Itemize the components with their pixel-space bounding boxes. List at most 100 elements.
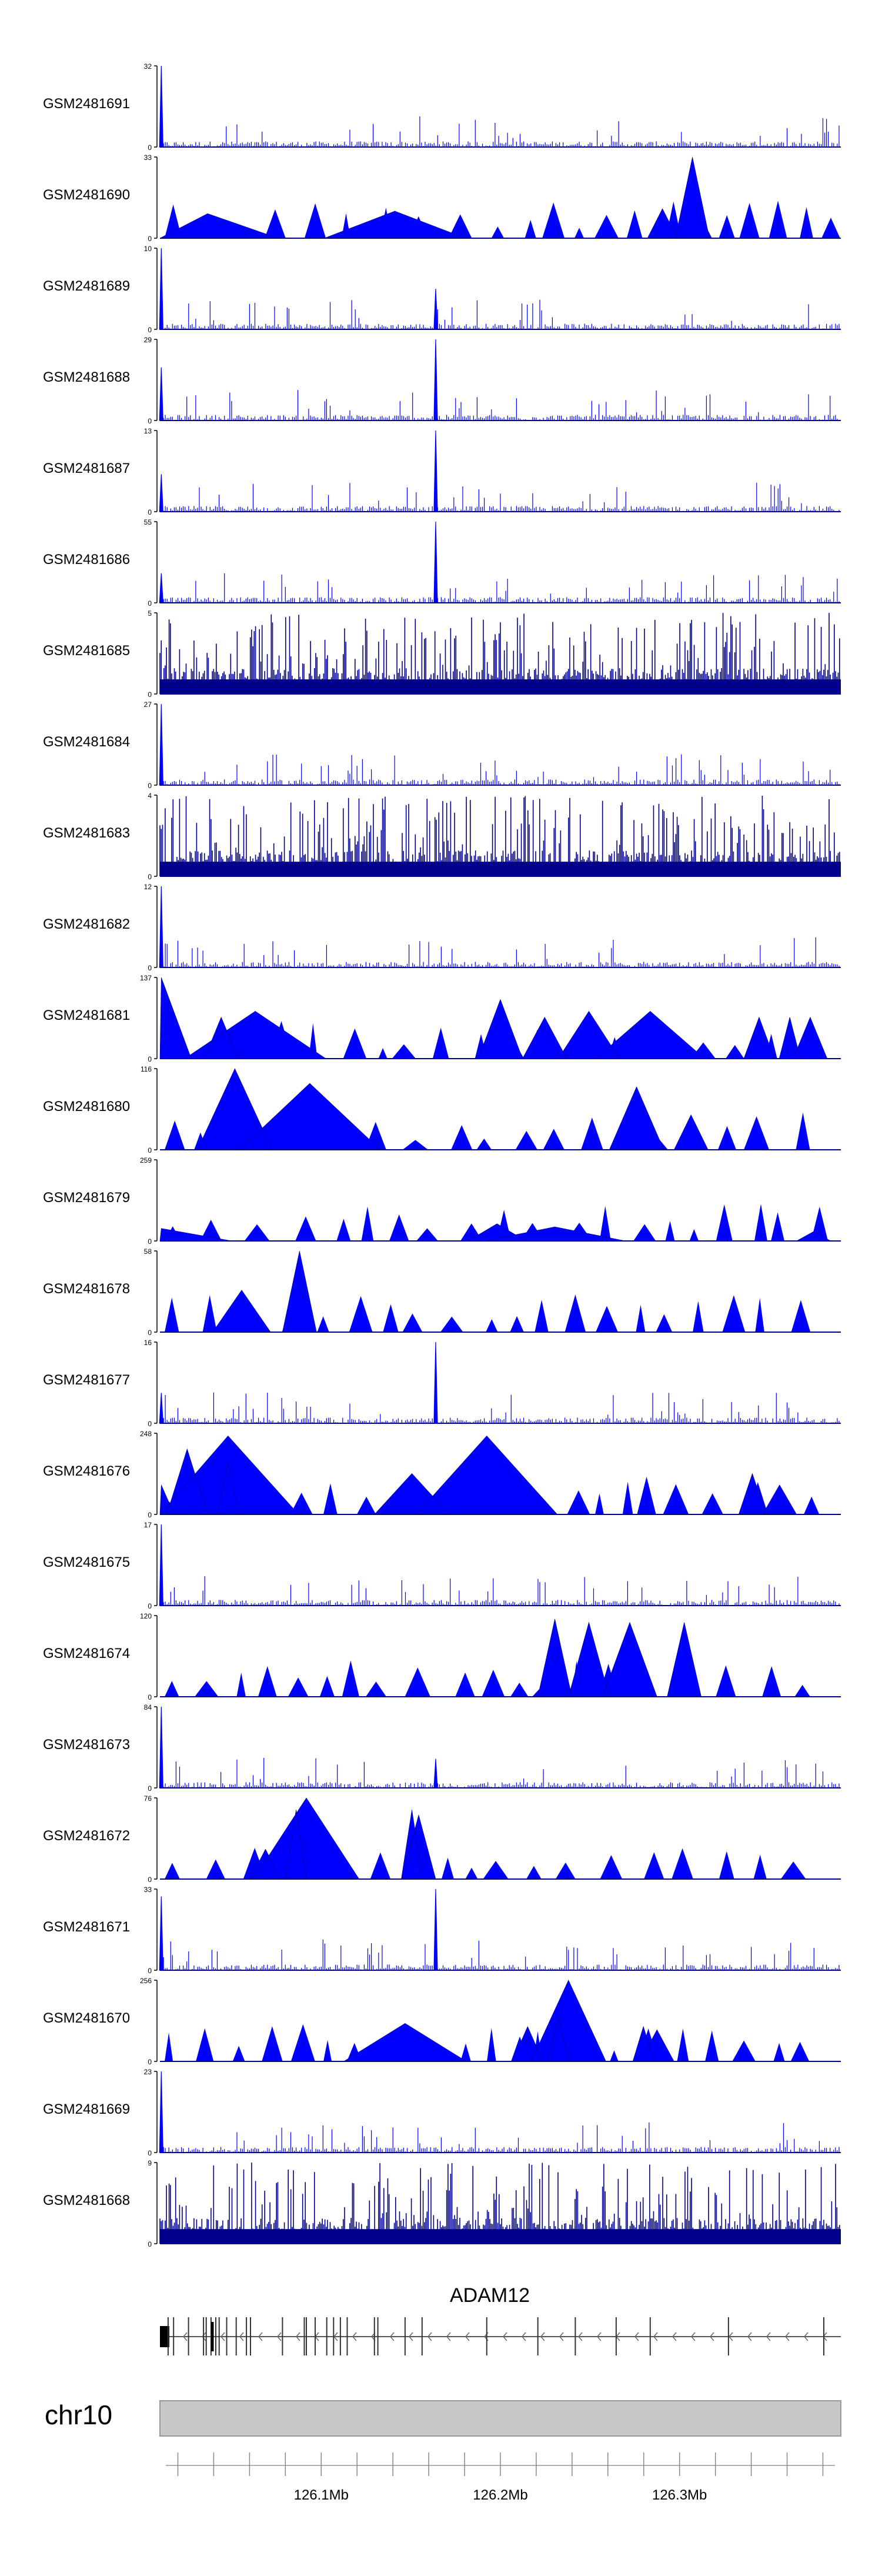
signal-peak	[159, 367, 163, 421]
track-GSM2481681: GSM2481681 137 0	[43, 974, 841, 1063]
track-sample-label: GSM2481684	[43, 734, 130, 750]
signal-triangle	[515, 1130, 537, 1150]
y-max-tick-label: 17	[144, 1521, 152, 1529]
track-GSM2481673: GSM2481673 84 0	[43, 1703, 841, 1793]
y-min-tick-label: 0	[148, 417, 152, 425]
signal-triangle	[636, 1304, 646, 1332]
signal-triangle	[202, 1295, 217, 1332]
signal-triangle	[510, 1683, 529, 1697]
signal-triangle	[762, 1666, 781, 1697]
signal-triangle	[771, 1212, 784, 1241]
signal-triangle	[656, 1314, 673, 1332]
track-GSM2481688: GSM2481688 29 0	[43, 336, 841, 425]
signal-triangle	[739, 203, 760, 238]
track-GSM2481677: GSM2481677 16 0	[43, 1339, 841, 1428]
track-sample-label: GSM2481681	[43, 1007, 130, 1023]
y-min-tick-label: 0	[148, 782, 152, 790]
track-sample-label: GSM2481691	[43, 96, 130, 112]
signal-triangle	[791, 1300, 811, 1332]
signal-triangle	[717, 1126, 737, 1150]
signal-triangle	[304, 203, 326, 238]
signal-triangle	[295, 1216, 316, 1241]
signal-peak	[433, 339, 438, 421]
y-min-tick-label: 0	[148, 1146, 152, 1154]
y-max-tick-label: 137	[140, 974, 152, 982]
signal-triangle	[432, 1027, 449, 1059]
signal-triangle	[524, 219, 536, 238]
signal-triangle	[626, 210, 643, 238]
signal-peak	[159, 248, 163, 330]
signal-triangle	[510, 1316, 524, 1332]
signal-triangle	[165, 1681, 179, 1697]
signal-triangle	[744, 1116, 770, 1150]
track-GSM2481683: GSM2481683 4 0	[43, 792, 841, 881]
signal-area	[212, 1250, 317, 1333]
signal-triangle	[402, 1313, 423, 1332]
signal-triangle	[405, 1667, 430, 1697]
signal-triangle	[542, 202, 565, 238]
signal-area	[537, 1619, 701, 1697]
signal-area	[197, 1068, 709, 1150]
signal-triangle	[361, 1206, 374, 1241]
y-max-tick-label: 10	[144, 245, 152, 253]
signal-triangle	[342, 1660, 359, 1697]
signal-triangle	[622, 1481, 633, 1514]
signal-triangle	[366, 1681, 386, 1697]
signal-bars	[159, 573, 840, 603]
track-sample-label: GSM2481675	[43, 1554, 130, 1570]
signal-peak	[159, 1393, 163, 1424]
y-min-tick-label: 0	[148, 690, 152, 699]
signal-triangle	[482, 1670, 505, 1697]
signal-triangle	[440, 1316, 463, 1332]
signal-triangle	[288, 1677, 309, 1697]
y-max-tick-label: 29	[144, 336, 152, 344]
track-sample-label: GSM2481685	[43, 643, 130, 659]
signal-triangle	[769, 201, 787, 238]
signal-triangle	[389, 1214, 409, 1241]
signal-area	[159, 977, 828, 1059]
signal-base-band	[160, 862, 841, 876]
signal-triangle	[722, 1295, 746, 1332]
y-max-tick-label: 259	[140, 1156, 152, 1164]
y-min-tick-label: 0	[148, 1329, 152, 1337]
y-min-tick-label: 0	[148, 1420, 152, 1428]
track-sample-label: GSM2481690	[43, 187, 130, 203]
y-max-tick-label: 55	[144, 518, 152, 526]
track-sample-label: GSM2481688	[43, 369, 130, 385]
signal-triangle	[716, 1665, 736, 1697]
track-sample-label: GSM2481686	[43, 552, 130, 568]
signal-triangle	[564, 1294, 586, 1332]
signal-triangle	[491, 226, 505, 238]
y-max-tick-label: 84	[144, 1703, 152, 1711]
signal-triangle	[534, 1300, 549, 1332]
signal-peak	[433, 288, 438, 330]
signal-triangle	[476, 1138, 492, 1150]
signal-bars	[159, 1392, 840, 1423]
signal-triangle	[265, 209, 286, 238]
track-GSM2481674: GSM2481674 120 0	[43, 1612, 841, 1701]
signal-triangle	[448, 214, 472, 238]
y-max-tick-label: 58	[144, 1247, 152, 1256]
signal-triangle	[378, 1048, 387, 1059]
y-min-tick-label: 0	[148, 1784, 152, 1793]
signal-peak	[159, 65, 163, 148]
signal-triangle	[581, 1117, 603, 1150]
signal-triangle	[800, 207, 813, 238]
signal-bars	[159, 1758, 840, 1788]
signal-triangle	[392, 1044, 416, 1059]
y-max-tick-label: 248	[140, 1430, 152, 1438]
y-min-tick-label: 0	[148, 1237, 152, 1246]
track-sample-label: GSM2481676	[43, 1463, 130, 1479]
signal-triangle	[796, 1112, 810, 1150]
signal-triangle	[349, 1296, 373, 1332]
track-sample-label: GSM2481680	[43, 1099, 130, 1115]
track-sample-label: GSM2481682	[43, 916, 130, 932]
y-min-tick-label: 0	[148, 1511, 152, 1519]
signal-triangle	[200, 1220, 222, 1241]
signal-triangle	[319, 1676, 335, 1697]
y-max-tick-label: 32	[144, 62, 152, 71]
signal-tracks: GSM2481691320GSM2481690330GSM2481689100G…	[43, 62, 841, 2248]
signal-bars	[159, 1576, 840, 1606]
signal-area	[159, 1436, 797, 1515]
signal-triangle	[165, 1120, 185, 1150]
